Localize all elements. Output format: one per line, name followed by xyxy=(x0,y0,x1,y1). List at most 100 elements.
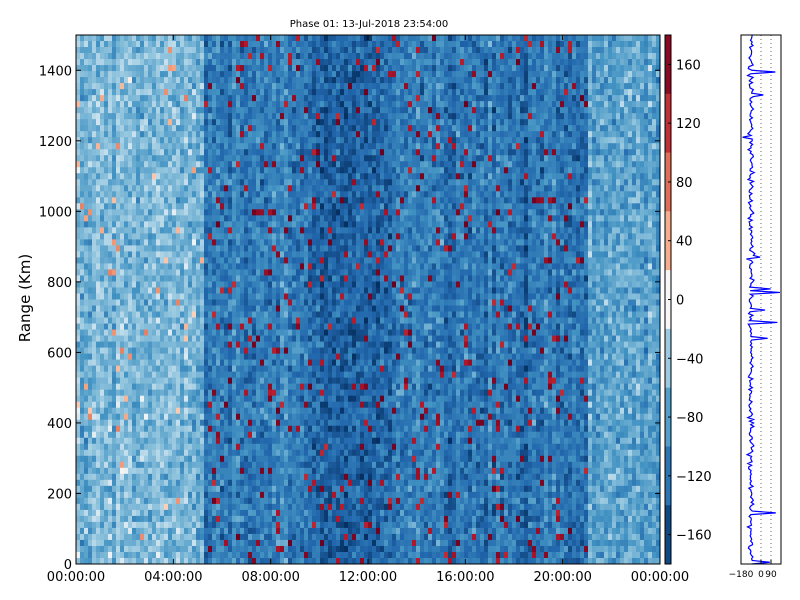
heatmap-cell xyxy=(232,215,236,221)
heatmap-cell xyxy=(216,155,220,161)
heatmap-cell xyxy=(88,269,92,275)
heatmap-cell xyxy=(268,77,272,83)
heatmap-cell xyxy=(300,306,304,312)
heatmap-cell xyxy=(268,492,272,498)
heatmap-cell xyxy=(132,378,136,384)
heatmap-cell xyxy=(132,131,136,137)
heatmap-cell xyxy=(264,468,268,474)
heatmap-cell xyxy=(288,71,292,77)
heatmap-cell xyxy=(84,348,88,354)
heatmap-cell xyxy=(220,269,224,275)
heatmap-cell xyxy=(76,414,80,420)
heatmap-cell xyxy=(116,360,120,366)
heatmap-cell xyxy=(264,354,268,360)
heatmap-cell xyxy=(200,215,204,221)
heatmap-cell xyxy=(188,71,192,77)
heatmap-cell xyxy=(228,300,232,306)
heatmap-cell xyxy=(140,318,144,324)
heatmap-cell xyxy=(156,486,160,492)
heatmap-cell xyxy=(292,522,296,528)
heatmap-cell xyxy=(176,95,180,101)
heatmap-cell xyxy=(256,456,260,462)
heatmap-cell xyxy=(248,185,252,191)
heatmap-cell xyxy=(248,41,252,47)
heatmap-cell xyxy=(116,408,120,414)
heatmap-cell xyxy=(92,269,96,275)
heatmap-cell xyxy=(156,450,160,456)
heatmap-cell xyxy=(132,179,136,185)
heatmap-cell xyxy=(168,558,172,564)
heatmap-cell xyxy=(188,366,192,372)
heatmap-cell xyxy=(272,306,276,312)
heatmap-cell xyxy=(280,426,284,432)
heatmap-cell xyxy=(148,336,152,342)
heatmap-cell xyxy=(236,149,240,155)
heatmap-cell xyxy=(124,312,128,318)
heatmap-cell xyxy=(168,287,172,293)
heatmap-cell xyxy=(256,354,260,360)
heatmap-cell xyxy=(80,462,84,468)
heatmap-cell xyxy=(136,197,140,203)
heatmap-cell xyxy=(132,360,136,366)
heatmap-cell xyxy=(196,251,200,257)
heatmap-cell xyxy=(140,293,144,299)
heatmap-cell xyxy=(104,149,108,155)
heatmap-cell xyxy=(248,47,252,53)
heatmap-cell xyxy=(272,65,276,71)
heatmap-cell xyxy=(120,300,124,306)
heatmap-cell xyxy=(128,173,132,179)
heatmap-cell xyxy=(232,221,236,227)
heatmap-cell xyxy=(112,95,116,101)
heatmap-cell xyxy=(108,89,112,95)
heatmap-cell xyxy=(140,269,144,275)
heatmap-cell xyxy=(212,53,216,59)
heatmap-cell xyxy=(80,95,84,101)
heatmap-cell xyxy=(144,552,148,558)
heatmap-cell xyxy=(96,522,100,528)
heatmap-cell xyxy=(156,498,160,504)
heatmap-cell xyxy=(236,348,240,354)
heatmap-cell xyxy=(116,113,120,119)
heatmap-cell xyxy=(112,330,116,336)
heatmap-cell xyxy=(168,432,172,438)
heatmap-cell xyxy=(184,137,188,143)
heatmap-cell xyxy=(160,534,164,540)
heatmap-cell xyxy=(160,330,164,336)
heatmap-cell xyxy=(148,155,152,161)
heatmap-cell xyxy=(92,426,96,432)
heatmap-cell xyxy=(156,336,160,342)
heatmap-cell xyxy=(296,372,300,378)
heatmap-cell xyxy=(272,408,276,414)
heatmap-cell xyxy=(208,312,212,318)
heatmap-cell xyxy=(80,426,84,432)
heatmap-cell xyxy=(96,155,100,161)
heatmap-cell xyxy=(192,221,196,227)
heatmap-cell xyxy=(140,390,144,396)
heatmap-cell xyxy=(240,179,244,185)
heatmap-cell xyxy=(224,492,228,498)
heatmap-cell xyxy=(112,269,116,275)
heatmap-cell xyxy=(124,161,128,167)
heatmap-cell xyxy=(180,468,184,474)
heatmap-cell xyxy=(128,534,132,540)
heatmap-cell xyxy=(156,227,160,233)
heatmap-cell xyxy=(92,191,96,197)
heatmap-cell xyxy=(236,438,240,444)
heatmap-cell xyxy=(76,486,80,492)
heatmap-cell xyxy=(268,137,272,143)
heatmap-cell xyxy=(140,125,144,131)
heatmap-cell xyxy=(152,414,156,420)
heatmap-cell xyxy=(204,221,208,227)
heatmap-cell xyxy=(288,143,292,149)
heatmap-cell xyxy=(156,161,160,167)
heatmap-cell xyxy=(108,125,112,131)
heatmap-cell xyxy=(176,227,180,233)
heatmap-cell xyxy=(204,444,208,450)
heatmap-cell xyxy=(264,131,268,137)
heatmap-cell xyxy=(256,408,260,414)
heatmap-cell xyxy=(164,396,168,402)
heatmap-cell xyxy=(272,89,276,95)
heatmap-cell xyxy=(156,137,160,143)
heatmap-cell xyxy=(88,149,92,155)
heatmap-cell xyxy=(204,179,208,185)
